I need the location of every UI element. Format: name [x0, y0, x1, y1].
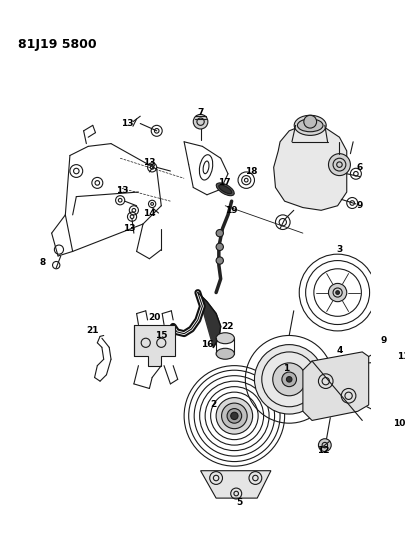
Circle shape — [216, 257, 224, 264]
Text: 17: 17 — [218, 179, 230, 188]
Circle shape — [273, 363, 306, 396]
Text: 8: 8 — [39, 258, 46, 267]
Circle shape — [193, 115, 208, 129]
Circle shape — [254, 345, 324, 414]
Circle shape — [389, 414, 403, 429]
Text: 15: 15 — [155, 331, 168, 340]
Circle shape — [231, 412, 238, 419]
Circle shape — [222, 403, 247, 429]
Text: 7: 7 — [197, 108, 204, 117]
Polygon shape — [303, 352, 369, 421]
Circle shape — [336, 290, 339, 294]
Text: 13: 13 — [143, 158, 156, 167]
Text: 22: 22 — [221, 322, 233, 331]
Text: 2: 2 — [210, 400, 217, 409]
Text: 9: 9 — [356, 201, 363, 210]
Text: 1: 1 — [284, 364, 290, 373]
Polygon shape — [198, 293, 221, 348]
Text: 6: 6 — [356, 163, 362, 172]
Circle shape — [318, 439, 331, 451]
Circle shape — [286, 377, 292, 382]
Text: 11: 11 — [397, 352, 405, 361]
Text: 14: 14 — [143, 208, 156, 217]
Text: 10: 10 — [392, 419, 405, 427]
Circle shape — [282, 372, 296, 386]
Circle shape — [328, 154, 350, 175]
Text: 19: 19 — [225, 206, 238, 215]
Text: 21: 21 — [87, 326, 99, 335]
Ellipse shape — [219, 185, 232, 193]
Circle shape — [227, 409, 242, 423]
Polygon shape — [274, 125, 347, 211]
Text: 12: 12 — [317, 446, 329, 455]
Polygon shape — [200, 471, 271, 498]
Text: 20: 20 — [149, 313, 161, 322]
Circle shape — [401, 357, 405, 371]
Ellipse shape — [216, 333, 234, 344]
Circle shape — [304, 115, 317, 128]
Circle shape — [328, 284, 347, 302]
Text: 13: 13 — [123, 224, 136, 233]
Text: 81J19 5800: 81J19 5800 — [18, 38, 96, 51]
Text: 13: 13 — [121, 119, 134, 128]
Text: 13: 13 — [116, 185, 128, 195]
Text: 3: 3 — [336, 245, 343, 254]
Text: 5: 5 — [236, 498, 242, 507]
Text: 4: 4 — [336, 345, 343, 354]
Ellipse shape — [216, 348, 234, 359]
Ellipse shape — [294, 115, 326, 135]
Circle shape — [216, 398, 253, 434]
Polygon shape — [134, 325, 175, 366]
Text: 9: 9 — [380, 336, 386, 345]
Circle shape — [216, 230, 224, 237]
Circle shape — [216, 243, 224, 251]
Ellipse shape — [216, 183, 234, 196]
Text: 16: 16 — [201, 340, 213, 349]
Text: 18: 18 — [245, 166, 257, 175]
Circle shape — [382, 341, 392, 352]
Ellipse shape — [297, 119, 323, 132]
